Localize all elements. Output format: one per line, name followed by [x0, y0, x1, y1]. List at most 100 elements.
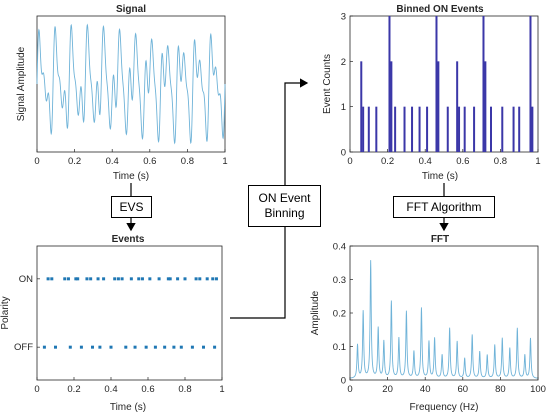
event-marker-on — [74, 277, 78, 281]
binned-xtick-label: 0.6 — [456, 156, 469, 167]
binned-ytick-label: 1 — [341, 102, 346, 113]
binned-bar — [367, 106, 370, 152]
event-marker-off — [163, 345, 167, 349]
binned-bar — [362, 106, 365, 152]
binned-bar — [484, 61, 487, 153]
evs-label: EVS — [119, 200, 144, 214]
events-axes — [36, 245, 223, 381]
fft-line — [349, 260, 539, 379]
events-panel: Events 0 0.2 0.4 0.6 0.8 1 ON OFF Time (s) Po… — [0, 234, 225, 413]
event-marker-on — [140, 277, 144, 281]
event-marker-off — [133, 345, 137, 349]
binned-panel: Binned ON Events 0 0.2 0.4 0.6 0.8 1 0 1 2 3 Tim… — [322, 4, 541, 182]
binned-bar — [403, 106, 406, 152]
binned-bar — [482, 16, 485, 152]
event-marker-off — [172, 345, 176, 349]
binned-bar — [388, 16, 391, 152]
fft-ytick-label: 0.4 — [333, 242, 346, 253]
fft-algorithm-box: FFT Algorithm — [393, 196, 495, 218]
signal-ylabel: Signal Amplitude — [16, 46, 27, 121]
event-marker-off — [79, 345, 83, 349]
event-marker-on — [176, 277, 180, 281]
signal-xlabel: Time (s) — [113, 171, 149, 182]
signal-title: Signal — [116, 4, 146, 15]
binned-bar — [456, 61, 459, 153]
binned-axes — [349, 15, 539, 153]
binned-bar — [426, 106, 429, 152]
events-ylabel: Polarity — [0, 296, 11, 329]
fft-xtick-label: 0 — [347, 384, 352, 395]
fft-ylabel: Amplitude — [310, 290, 321, 335]
event-marker-on — [63, 277, 67, 281]
signal-panel: Signal 0 0.2 0.4 0.6 0.8 1 Time (s) Signal Am… — [16, 4, 228, 182]
event-marker-on — [46, 277, 50, 281]
event-marker-off — [202, 345, 205, 349]
binned-bar — [360, 61, 363, 153]
event-marker-on — [50, 277, 54, 281]
events-xtick-label: 0.2 — [67, 384, 80, 395]
signal-xtick-label: 0.4 — [106, 156, 119, 167]
binned-bar — [518, 106, 521, 152]
binned-ytick-label: 3 — [341, 12, 346, 23]
event-marker-on — [157, 277, 161, 281]
binned-bar — [512, 106, 515, 152]
on-event-binning-box: ON Event Binning — [248, 185, 321, 227]
events-category-off: OFF — [14, 342, 33, 353]
binned-bar — [501, 106, 504, 152]
event-marker-on — [102, 277, 106, 281]
event-marker-on — [76, 277, 80, 281]
binned-bar — [390, 61, 393, 153]
event-marker-on — [96, 277, 100, 281]
binned-xtick-label: 1 — [535, 156, 540, 167]
event-marker-on — [116, 277, 120, 281]
events-xlabel: Time (s) — [110, 402, 146, 413]
fft-ytick-label: 0.2 — [333, 309, 346, 320]
binned-xlabel: Time (s) — [422, 171, 458, 182]
binned-xtick-label: 0.2 — [381, 156, 394, 167]
fft-panel: FFT 0 20 40 60 80 100 0 0.1 0.2 0.3 0.4 Frequency… — [310, 234, 546, 413]
signal-xtick-label: 1 — [222, 156, 227, 167]
fft-axes — [349, 245, 539, 381]
fft-title: FFT — [431, 234, 449, 245]
event-marker-on — [168, 277, 172, 281]
events-title: Events — [112, 234, 145, 245]
binned-bar — [435, 16, 438, 152]
events-xtick-label: 0.8 — [178, 384, 191, 395]
fft-xtick-label: 40 — [420, 384, 431, 395]
binned-ytick-label: 0 — [341, 148, 346, 159]
signal-line — [36, 23, 226, 145]
binned-xtick-label: 0.8 — [494, 156, 507, 167]
events-category-on: ON — [19, 274, 33, 285]
event-marker-off — [109, 345, 113, 349]
fft-xtick-label: 20 — [382, 384, 393, 395]
binned-title: Binned ON Events — [396, 4, 484, 15]
fft-xtick-label: 80 — [495, 384, 506, 395]
events-xtick-label: 1 — [219, 384, 224, 395]
fft-ytick-label: 0.3 — [333, 275, 346, 286]
event-marker-on — [214, 277, 218, 281]
event-marker-on — [129, 277, 133, 281]
binned-xtick-label: 0.4 — [419, 156, 432, 167]
event-marker-on — [85, 277, 89, 281]
signal-xtick-label: 0 — [34, 156, 39, 167]
event-marker-on — [211, 277, 215, 281]
fft-xtick-label: 100 — [530, 384, 546, 395]
events-xtick-label: 0 — [34, 384, 39, 395]
binned-bar — [529, 16, 532, 152]
binned-xtick-label: 0 — [347, 156, 352, 167]
event-marker-off — [179, 345, 183, 349]
event-marker-on — [194, 277, 198, 281]
fft-ytick-label: 0 — [341, 376, 346, 387]
binned-bar — [437, 61, 440, 153]
on-event-binning-label: ON Event Binning — [258, 191, 311, 220]
event-marker-off — [144, 345, 148, 349]
binned-bar — [473, 106, 476, 152]
fft-xtick-label: 60 — [458, 384, 469, 395]
binned-bar — [411, 106, 414, 152]
event-marker-off — [68, 345, 72, 349]
events-xtick-label: 0.6 — [141, 384, 154, 395]
event-marker-off — [42, 345, 46, 349]
binned-ylabel: Event Counts — [322, 54, 333, 114]
event-marker-on — [89, 277, 93, 281]
binned-bar — [490, 106, 492, 152]
